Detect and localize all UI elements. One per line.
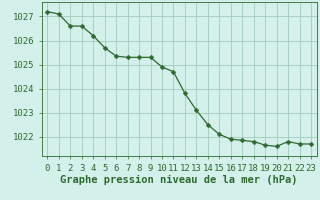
X-axis label: Graphe pression niveau de la mer (hPa): Graphe pression niveau de la mer (hPa) bbox=[60, 175, 298, 185]
